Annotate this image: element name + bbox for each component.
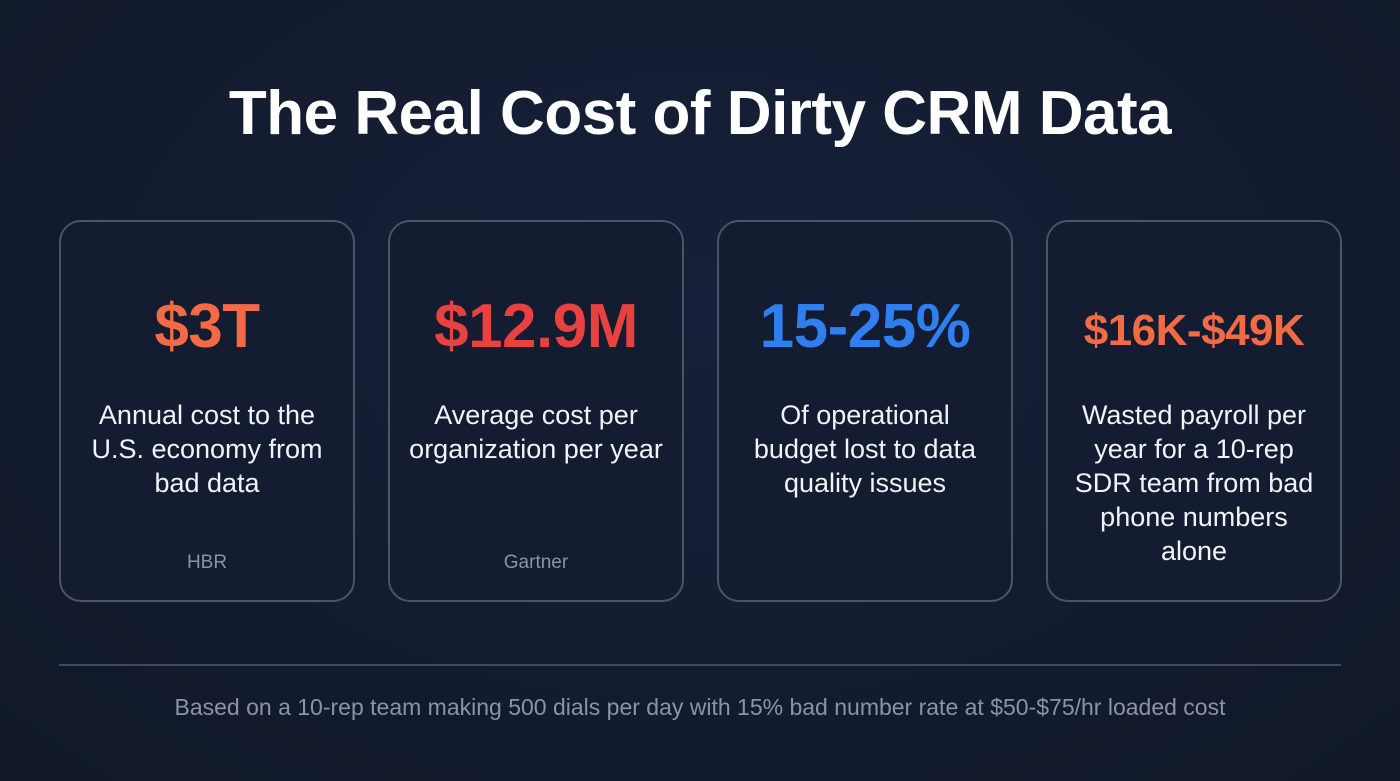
- stat-value: $12.9M: [434, 292, 638, 361]
- page-title: The Real Cost of Dirty CRM Data: [228, 79, 1172, 148]
- stat-value: $16K-$49K: [1083, 306, 1305, 355]
- divider: [59, 664, 1341, 666]
- stat-cards: $3T Annual cost to the U.S. economy from…: [59, 220, 1342, 602]
- stat-value: 15-25%: [759, 292, 971, 361]
- stat-description: Average cost per organization per year: [409, 400, 663, 464]
- stat-source: Gartner: [503, 552, 569, 573]
- stat-description: Of operational budget lost to data quali…: [753, 400, 977, 498]
- stat-description: Annual cost to the U.S. economy from bad…: [91, 400, 323, 498]
- stat-source: HBR: [186, 552, 228, 573]
- stat-value: $3T: [154, 292, 260, 361]
- stat-description: Wasted payroll per year for a 10-rep SDR…: [1074, 400, 1314, 566]
- stat-card-operational-budget: 15-25% Of operational budget lost to dat…: [717, 220, 1013, 602]
- stat-card-wasted-payroll: $16K-$49K Wasted payroll per year for a …: [1046, 220, 1342, 602]
- stat-card-us-economy: $3T Annual cost to the U.S. economy from…: [59, 220, 355, 602]
- footnote: Based on a 10-rep team making 500 dials …: [174, 694, 1226, 720]
- stat-card-per-organization: $12.9M Average cost per organization per…: [388, 220, 684, 602]
